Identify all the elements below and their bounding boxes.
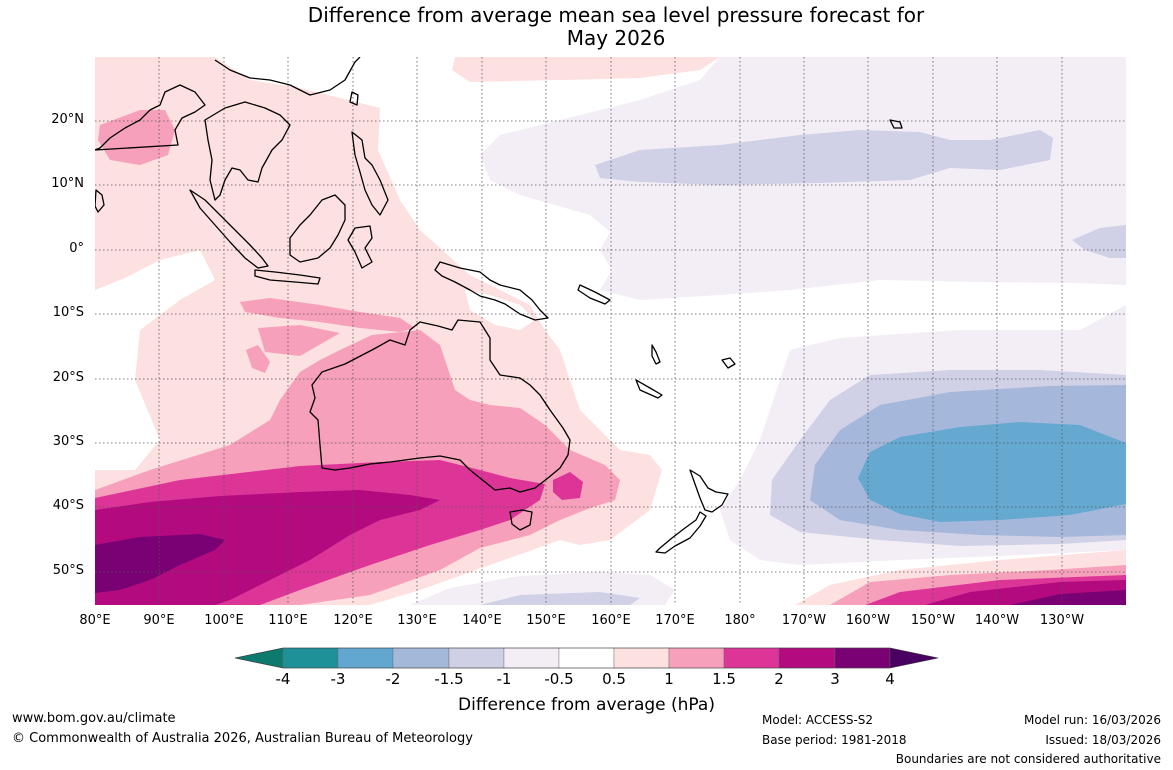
lon-label: 170°W — [781, 613, 827, 628]
coast-solomons — [577, 284, 611, 305]
coast-vanuatu — [651, 344, 661, 365]
colorbar-segment — [282, 647, 339, 669]
lat-label: 40°S — [52, 498, 84, 513]
colorbar-tick: 2 — [774, 670, 784, 688]
coast-tasmania — [509, 509, 533, 531]
coast-fiji — [721, 357, 736, 369]
contour-neg-2-3 — [858, 422, 1126, 522]
lon-label: 180° — [724, 613, 756, 628]
lon-label: 150°W — [910, 613, 956, 628]
contour-neutral-west-indian — [95, 250, 215, 470]
coast-hawaii — [889, 119, 903, 129]
footer-issued: Issued: 18/03/2026 — [1045, 733, 1161, 747]
coast-borneo — [289, 194, 346, 263]
coast-sulawesi — [347, 225, 373, 269]
coast-australia — [309, 319, 571, 493]
colorbar-segment — [668, 647, 725, 669]
coast-new-guinea — [434, 261, 549, 321]
lon-label: 130°W — [1039, 613, 1085, 628]
colorbar-tick: 4 — [885, 670, 895, 688]
title-line-2: May 2026 — [566, 26, 666, 50]
footer-model: Model: ACCESS-S2 — [762, 713, 874, 727]
coast-java — [254, 269, 321, 285]
coastlines — [95, 57, 903, 554]
colorbar-outline — [234, 647, 939, 669]
lat-label: 0° — [69, 241, 84, 256]
colorbar-tick: -1.5 — [434, 670, 464, 688]
lon-label: 110°E — [268, 613, 308, 628]
contour-neg-1-1.5-north — [595, 130, 1053, 185]
colorbar-segment — [613, 647, 670, 669]
colorbar-segment — [392, 647, 450, 669]
contour-pos-1.5-2-tasman — [553, 472, 583, 500]
lon-label: 80°E — [79, 613, 111, 628]
title-line-1: Difference from average mean sea level p… — [307, 3, 925, 27]
graticule — [95, 57, 1126, 605]
coast-new-caledonia — [635, 379, 663, 399]
colorbar-tick: -2 — [385, 670, 401, 688]
colorbar-tick: -0.5 — [544, 670, 574, 688]
contour-pos-2-3-main — [95, 490, 440, 605]
colorbar-tick: 1 — [664, 670, 674, 688]
pressure-anomaly-map — [95, 57, 1126, 605]
lon-label: 140°W — [974, 613, 1020, 628]
footer-copyright: © Commonwealth of Australia 2026, Austra… — [12, 731, 473, 746]
lon-label: 100°E — [204, 613, 244, 628]
colorbar-tick: -3 — [330, 670, 346, 688]
lon-label: 160°E — [591, 613, 631, 628]
contour-pos-3-4-south — [1010, 590, 1126, 605]
contour-neutral-north-australia — [465, 290, 535, 330]
coast-taiwan — [349, 91, 359, 106]
lon-label: 140°E — [462, 613, 502, 628]
colorbar-segment — [723, 647, 780, 669]
colorbar-tick: -1 — [496, 670, 512, 688]
colorbar-segment — [834, 647, 891, 669]
colorbar-segment — [558, 647, 615, 669]
colorbar — [234, 647, 939, 669]
footer-url: www.bom.gov.au/climate — [12, 711, 176, 726]
coast-india — [95, 84, 206, 151]
footer-disclaimer: Boundaries are not considered authoritat… — [895, 752, 1161, 766]
footer-model-run: Model run: 16/03/2026 — [1023, 713, 1161, 727]
contour-pos-0.5-1-north — [452, 57, 720, 82]
colorbar-segment — [889, 647, 939, 669]
colorbar-segment — [448, 647, 505, 669]
contour-pos-1-1.5-timor — [240, 298, 415, 332]
lat-label: 10°N — [51, 176, 84, 191]
lat-label: 50°S — [52, 563, 84, 578]
coast-china — [214, 57, 361, 96]
contour-pos-1-1.5-bengal — [98, 110, 175, 165]
contour-pos-1-1.5-arafura — [258, 325, 340, 356]
lat-label: 20°S — [52, 370, 84, 385]
colorbar-tick: 1.5 — [712, 670, 736, 688]
lat-label: 20°N — [51, 112, 84, 127]
lon-label: 160°W — [845, 613, 891, 628]
coast-indochina — [204, 101, 291, 201]
colorbar-segment — [503, 647, 560, 669]
colorbar-tick: -4 — [275, 670, 291, 688]
coast-sri-lanka — [95, 189, 105, 213]
lon-label: 130°E — [397, 613, 437, 628]
chart-title: Difference from average mean sea level p… — [0, 4, 1173, 50]
colorbar-segment — [234, 647, 284, 669]
lon-label: 120°E — [333, 613, 373, 628]
coast-philippines — [351, 131, 389, 216]
footer-base-period: Base period: 1981-2018 — [762, 733, 907, 747]
lon-label: 90°E — [143, 613, 175, 628]
lon-label: 150°E — [526, 613, 566, 628]
coast-sumatra — [189, 189, 269, 269]
colorbar-segment — [778, 647, 836, 669]
colorbar-title: Difference from average (hPa) — [458, 695, 715, 715]
colorbar-tick: 3 — [830, 670, 840, 688]
contour-pos-1-1.5-blob — [246, 345, 270, 373]
contour-pos-3-4-west — [95, 534, 225, 593]
lon-label: 170°E — [655, 613, 695, 628]
lat-label: 30°S — [52, 434, 84, 449]
colorbar-segment — [337, 647, 394, 669]
colorbar-tick: 0.5 — [602, 670, 626, 688]
lat-label: 10°S — [52, 305, 84, 320]
coast-nz-north — [689, 469, 729, 513]
coast-nz-south — [655, 511, 707, 554]
contour-neg-1-1.5-southern — [480, 592, 640, 605]
